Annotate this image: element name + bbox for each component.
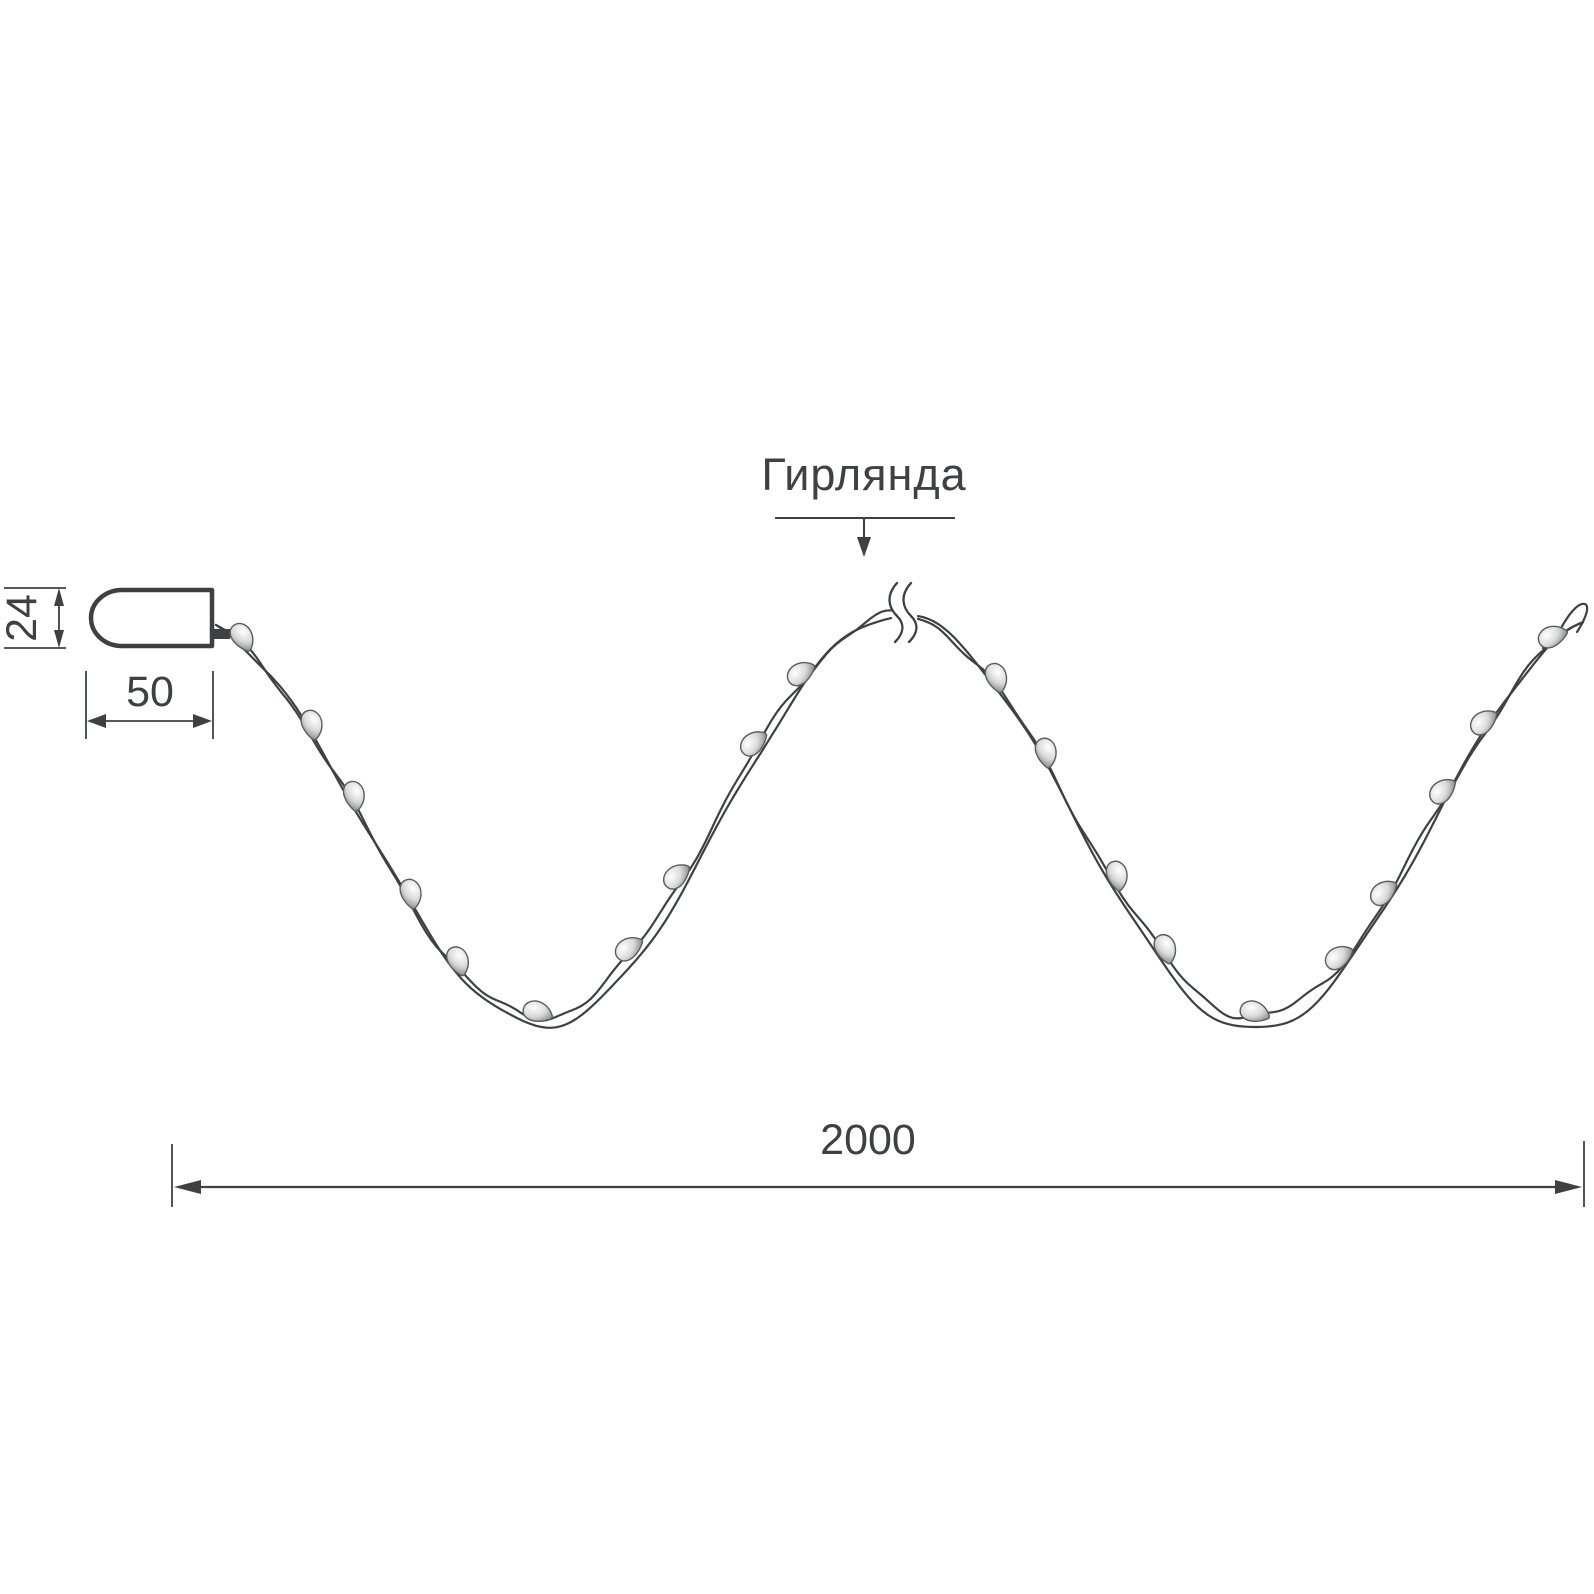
bulb-icon [979,658,1015,696]
bulb-icon [338,777,372,814]
dimension-garland-length: 2000 [171,1116,1585,1207]
dimension-value-24: 24 [0,594,46,642]
dimension-value-2000: 2000 [820,1116,916,1164]
bulb-icon [1239,999,1271,1023]
leader-arrowhead-icon [857,537,871,557]
dimension-connector-length: 50 [85,668,214,739]
bulb-icon [522,999,554,1023]
bulb-icon [1030,733,1064,771]
dimension-value-50: 50 [126,668,174,716]
bulb-icon [1320,938,1356,976]
arrowhead-icon [1555,1180,1582,1194]
arrowhead-icon [174,1180,201,1194]
break-squiggle [902,581,918,644]
arrowhead-icon [54,630,64,648]
bulb-icon [394,874,429,912]
bulb-icon [1100,856,1135,894]
garland-wire [214,609,1585,1029]
bulb-icon [1425,772,1459,809]
bulb-icon [610,929,646,967]
garland-bulbs [224,617,1571,1023]
bulb-icon [295,705,330,743]
break-symbol [888,581,918,644]
bulb-icon [441,942,477,979]
bulb-icon [1366,873,1400,911]
connector-body [88,587,215,649]
garland-callout: Гирлянда [761,449,966,557]
bulb-icon [659,857,693,894]
break-squiggle [888,581,904,644]
bulb-icon [224,618,262,655]
connector [88,587,230,649]
arrowhead-icon [54,588,64,606]
wire-strand-2 [214,615,1585,1029]
bulb-icon [782,654,818,692]
dimension-connector-height: 24 [0,587,66,649]
bulb-icon [1465,703,1501,740]
bulb-icon [736,724,770,761]
garland-label: Гирлянда [761,449,966,500]
wire-strand-1 [214,609,1585,1022]
connector-tab [212,629,230,639]
arrowhead-icon [87,714,106,728]
arrowhead-icon [193,714,212,728]
